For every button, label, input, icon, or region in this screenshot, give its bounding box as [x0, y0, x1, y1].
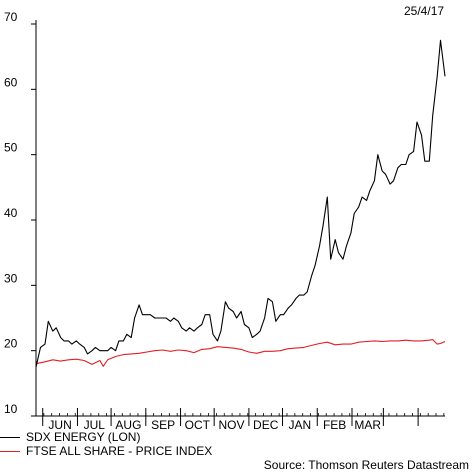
- y-tick-label: 10: [4, 402, 18, 416]
- x-tick-label: SEP: [151, 418, 175, 432]
- x-tick-label: JUL: [84, 418, 106, 432]
- legend-label-ftse: FTSE ALL SHARE - PRICE INDEX: [26, 444, 213, 458]
- legend-swatch-ftse: [0, 451, 20, 452]
- y-tick-label: 30: [4, 271, 18, 285]
- x-axis: JUN JUL AUG SEP OCT NOV DEC JAN FEB MAR: [35, 408, 445, 432]
- x-tick-label: JUN: [48, 418, 71, 432]
- y-tick-label: 40: [4, 206, 18, 220]
- y-tick-label: 20: [4, 337, 18, 351]
- legend-label-sdx: SDX ENERGY (LON): [26, 430, 141, 444]
- source-note: Source: Thomson Reuters Datastream: [263, 458, 469, 472]
- x-tick-label: DEC: [253, 418, 279, 432]
- y-tick-label: 60: [4, 75, 18, 89]
- series-line-sdx: [35, 39, 446, 368]
- x-tick-label: JAN: [289, 418, 312, 432]
- x-tick-label: NOV: [219, 418, 245, 432]
- legend-swatch-sdx: [0, 437, 20, 438]
- y-tick-label: 70: [4, 10, 18, 24]
- x-tick-label: AUG: [115, 418, 141, 432]
- y-axis: 10 20 30 40 50 60 70: [4, 10, 37, 417]
- y-tick-label: 50: [4, 141, 18, 155]
- x-tick-label: OCT: [185, 418, 211, 432]
- x-tick-label: FEB: [323, 418, 346, 432]
- chart-date: 25/4/17: [404, 4, 445, 18]
- series-layer: [35, 39, 446, 368]
- x-tick-label: MAR: [354, 418, 381, 432]
- series-line-ftse: [35, 339, 446, 367]
